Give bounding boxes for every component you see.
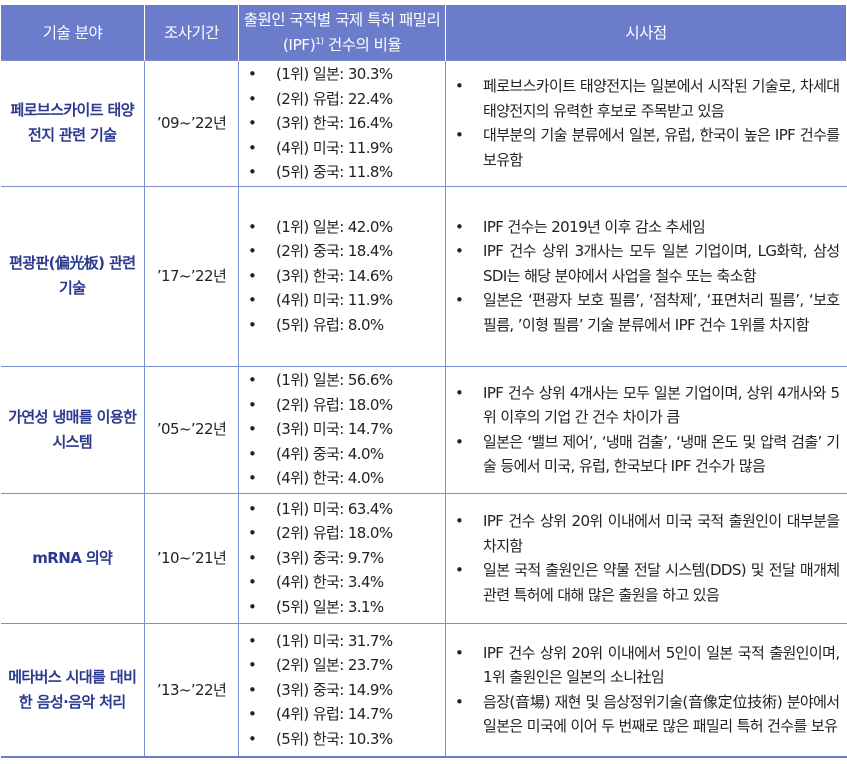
ratio-item: (1위) 일본: 30.3%	[248, 62, 438, 87]
implications-cell: 페로브스카이트 태양전지는 일본에서 시작된 기술로, 차세대 태양전지의 유력…	[446, 61, 847, 187]
ratio-item: (5위) 일본: 3.1%	[248, 595, 438, 620]
tech-field: mRNA 의약	[1, 493, 145, 623]
ratio-item: (1위) 미국: 63.4%	[248, 497, 438, 522]
implications-cell: IPF 건수 상위 20위 이내에서 미국 국적 출원인이 대부분을 차지함일본…	[446, 493, 847, 623]
table-row: 메타버스 시대를 대비한 음성·음악 처리’13~’22년(1위) 미국: 31…	[1, 623, 847, 757]
ratio-item: (3위) 한국: 14.6%	[248, 264, 438, 289]
implication-item: 일본 국적 출원인은 약물 전달 시스템(DDS) 및 전달 매개체 관련 특허…	[455, 558, 840, 607]
ratio-item: (1위) 일본: 42.0%	[248, 215, 438, 240]
table-row: 페로브스카이트 태양전지 관련 기술’09~’22년(1위) 일본: 30.3%…	[1, 61, 847, 187]
tech-field: 페로브스카이트 태양전지 관련 기술	[1, 61, 145, 187]
ratio-item: (2위) 유럽: 18.0%	[248, 521, 438, 546]
header-field: 기술 분야	[1, 5, 145, 61]
ratio-cell: (1위) 미국: 31.7%(2위) 일본: 23.7%(3위) 중국: 14.…	[239, 623, 446, 757]
implications-cell: IPF 건수 상위 20위 이내에서 5인이 일본 국적 출원인이며, 1위 출…	[446, 623, 847, 757]
table-row: 편광판(偏光板) 관련 기술’17~’22년(1위) 일본: 42.0%(2위)…	[1, 186, 847, 366]
implication-item: 음장(音場) 재현 및 음상정위기술(音像定位技術) 분야에서 일본은 미국에 …	[455, 690, 840, 739]
implications-cell: IPF 건수는 2019년 이후 감소 추세임IPF 건수 상위 3개사는 모두…	[446, 186, 847, 366]
ratio-item: (4위) 미국: 11.9%	[248, 288, 438, 313]
patent-table: 기술 분야 조사기간 출원인 국적별 국제 특허 패밀리(IPF)1) 건수의 …	[0, 5, 847, 758]
table-row: 가연성 냉매를 이용한 시스템’05~’22년(1위) 일본: 56.6%(2위…	[1, 366, 847, 493]
header-ratio: 출원인 국적별 국제 특허 패밀리(IPF)1) 건수의 비율	[239, 5, 446, 61]
ratio-cell: (1위) 미국: 63.4%(2위) 유럽: 18.0%(3위) 중국: 9.7…	[239, 493, 446, 623]
header-period: 조사기간	[145, 5, 239, 61]
implication-item: IPF 건수 상위 3개사는 모두 일본 기업이며, LG화학, 삼성SDI는 …	[455, 239, 840, 288]
implication-item: 대부분의 기술 분류에서 일본, 유럽, 한국이 높은 IPF 건수를 보유함	[455, 123, 840, 172]
implication-item: 일본은 ‘편광자 보호 필름’, ‘점착제’, ‘표면처리 필름’, ‘보호 필…	[455, 288, 840, 337]
tech-field: 편광판(偏光板) 관련 기술	[1, 186, 145, 366]
tech-field: 메타버스 시대를 대비한 음성·음악 처리	[1, 623, 145, 757]
ratio-item: (4위) 중국: 4.0%	[248, 442, 438, 467]
implication-item: IPF 건수 상위 20위 이내에서 5인이 일본 국적 출원인이며, 1위 출…	[455, 641, 840, 690]
implication-item: IPF 건수 상위 4개사는 모두 일본 기업이며, 상위 4개사와 5위 이후…	[455, 381, 840, 430]
ratio-item: (3위) 미국: 14.7%	[248, 417, 438, 442]
header-ratio-text-end: 건수의 비율	[324, 36, 402, 54]
ratio-cell: (1위) 일본: 30.3%(2위) 유럽: 22.4%(3위) 한국: 16.…	[239, 61, 446, 187]
header-implications: 시사점	[446, 5, 847, 61]
ratio-cell: (1위) 일본: 42.0%(2위) 중국: 18.4%(3위) 한국: 14.…	[239, 186, 446, 366]
survey-period: ’13~’22년	[145, 623, 239, 757]
ratio-item: (2위) 유럽: 22.4%	[248, 87, 438, 112]
ratio-item: (3위) 중국: 14.9%	[248, 678, 438, 703]
ratio-item: (4위) 미국: 11.9%	[248, 136, 438, 161]
survey-period: ’05~’22년	[145, 366, 239, 493]
ratio-item: (5위) 중국: 11.8%	[248, 160, 438, 185]
ratio-item: (5위) 유럽: 8.0%	[248, 313, 438, 338]
header-row: 기술 분야 조사기간 출원인 국적별 국제 특허 패밀리(IPF)1) 건수의 …	[1, 5, 847, 61]
ratio-item: (4위) 한국: 3.4%	[248, 570, 438, 595]
implication-item: 일본은 ‘밸브 제어’, ‘냉매 검출’, ‘냉매 온도 및 압력 검출’ 기술…	[455, 430, 840, 479]
tech-field: 가연성 냉매를 이용한 시스템	[1, 366, 145, 493]
ratio-item: (2위) 유럽: 18.0%	[248, 393, 438, 418]
survey-period: ’09~’22년	[145, 61, 239, 187]
implication-item: IPF 건수는 2019년 이후 감소 추세임	[455, 215, 840, 240]
footnote-marker: 1)	[315, 37, 323, 47]
survey-period: ’17~’22년	[145, 186, 239, 366]
implication-item: IPF 건수 상위 20위 이내에서 미국 국적 출원인이 대부분을 차지함	[455, 509, 840, 558]
survey-period: ’10~’21년	[145, 493, 239, 623]
implication-item: 페로브스카이트 태양전지는 일본에서 시작된 기술로, 차세대 태양전지의 유력…	[455, 74, 840, 123]
table-row: mRNA 의약’10~’21년(1위) 미국: 63.4%(2위) 유럽: 18…	[1, 493, 847, 623]
ratio-item: (4위) 유럽: 14.7%	[248, 702, 438, 727]
ratio-item: (3위) 중국: 9.7%	[248, 546, 438, 571]
ratio-item: (1위) 일본: 56.6%	[248, 368, 438, 393]
ratio-item: (2위) 중국: 18.4%	[248, 239, 438, 264]
implications-cell: IPF 건수 상위 4개사는 모두 일본 기업이며, 상위 4개사와 5위 이후…	[446, 366, 847, 493]
ratio-item: (3위) 한국: 16.4%	[248, 111, 438, 136]
ratio-item: (1위) 미국: 31.7%	[248, 629, 438, 654]
ratio-item: (4위) 한국: 4.0%	[248, 466, 438, 491]
ratio-item: (5위) 한국: 10.3%	[248, 727, 438, 752]
ratio-item: (2위) 일본: 23.7%	[248, 653, 438, 678]
ratio-cell: (1위) 일본: 56.6%(2위) 유럽: 18.0%(3위) 미국: 14.…	[239, 366, 446, 493]
